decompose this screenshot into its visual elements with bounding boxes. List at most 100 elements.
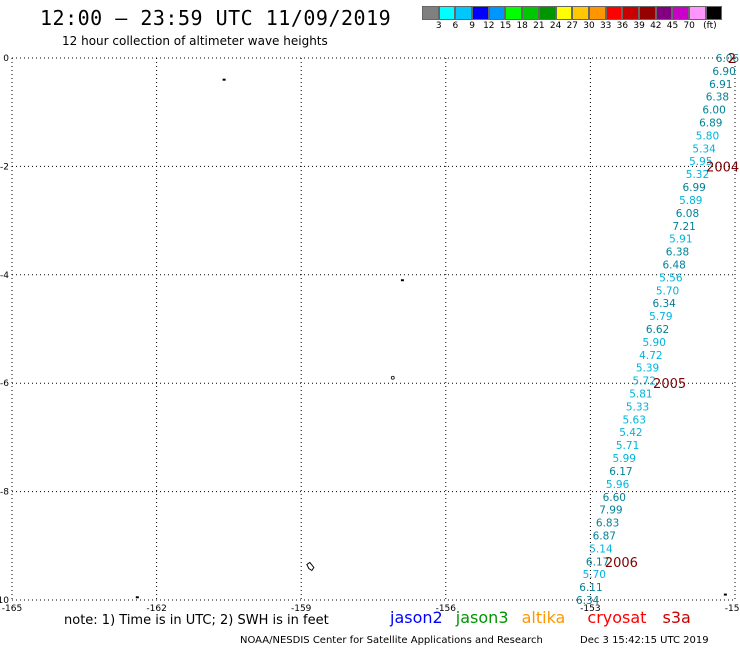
colorbar-label: (ft) (703, 21, 717, 31)
footer-timestamp: Dec 3 15:42:15 UTC 2019 (580, 635, 709, 646)
footer-note: note: 1) Time is in UTC; 2) SWH is in fe… (64, 613, 329, 628)
colorbar-label: 21 (533, 21, 545, 31)
island (723, 593, 727, 596)
island (306, 561, 315, 572)
colorbar-swatch (422, 6, 439, 20)
wave-height-value: 6.89 (699, 118, 722, 130)
wave-height-value: 5.71 (616, 440, 639, 452)
y-tick-label: -2 (0, 162, 9, 172)
wave-height-value: 6.34 (576, 595, 600, 607)
x-tick-label: -156 (436, 604, 457, 614)
wave-height-value: 6.08 (676, 208, 699, 220)
wave-height-value: 5.72 (633, 376, 656, 388)
colorbar-label: 27 (566, 21, 579, 31)
page-subtitle: 12 hour collection of altimeter wave hei… (62, 34, 328, 48)
y-tick-label: -8 (0, 488, 9, 498)
y-tick-label: -6 (0, 379, 9, 389)
legend-item-s3a: s3a (662, 608, 691, 627)
colorbar-label: 39 (633, 21, 645, 31)
colorbar-labels: 3 6 9 12 15 18 21 24 27 30 33 36 39 42 45 70 (ft) (422, 21, 740, 35)
colorbar-label: 12 (483, 21, 495, 31)
time-label: 2005 (653, 377, 686, 392)
wave-height-value: 5.91 (669, 234, 692, 246)
y-tick-label: 0 (3, 54, 9, 64)
y-tick-label: -4 (0, 271, 9, 281)
wave-height-value: 6.91 (709, 79, 732, 91)
wave-height-value: 5.95 (689, 156, 712, 168)
wave-height-value: 6.11 (579, 582, 602, 594)
wave-height-value: 6.48 (662, 259, 685, 271)
wave-height-value: 6.90 (712, 66, 735, 78)
colorbar-label: 42 (650, 21, 662, 31)
wave-height-value: 6.83 (596, 518, 619, 530)
island (400, 279, 404, 282)
colorbar-swatch (655, 6, 673, 20)
island (390, 375, 395, 380)
y-tick-label: -10 (0, 596, 9, 606)
colorbar-swatch (705, 6, 723, 20)
colorbar-swatch (572, 6, 589, 20)
colorbar-label: 45 (666, 21, 679, 31)
colorbar-swatch (622, 6, 639, 20)
colorbar-swatch (672, 6, 689, 20)
colorbar-swatch (605, 6, 623, 20)
colorbar-swatch (555, 6, 573, 20)
wave-height-value: 6.87 (593, 530, 616, 542)
colorbar-label: 3 (435, 21, 442, 31)
colorbar-label: 36 (616, 21, 629, 31)
wave-height-value: 6.38 (666, 247, 689, 259)
colorbar-swatch (455, 6, 473, 20)
legend-item-jason2: jason2 (390, 608, 443, 627)
legend-item-cryosat: cryosat (587, 608, 647, 627)
wave-height-value: 6.62 (646, 324, 669, 336)
wave-height-value: 6.34 (652, 298, 676, 310)
time-label: 2006 (605, 556, 638, 571)
colorbar-swatch (538, 6, 556, 20)
legend-item-altika: altika (521, 608, 566, 627)
colorbar-label: 15 (499, 21, 512, 31)
wave-height-value: 5.14 (589, 543, 613, 555)
wave-height-value: 5.99 (613, 453, 636, 465)
colorbar-label: 18 (516, 21, 528, 31)
colorbar-swatch (488, 6, 506, 20)
colorbar-label: 30 (583, 21, 595, 31)
wave-height-value: 5.56 (659, 272, 683, 284)
x-tick-label: -150 (725, 604, 740, 614)
colorbar-label: 33 (599, 21, 612, 31)
colorbar-swatch (638, 6, 656, 20)
x-tick-label: -162 (146, 604, 166, 614)
time-label: 2004 (706, 160, 739, 175)
wave-height-value: 5.33 (626, 401, 649, 413)
wave-height-value: 5.70 (656, 285, 679, 297)
wave-height-value: 6.38 (706, 92, 729, 104)
colorbar-label: 6 (452, 21, 459, 31)
wave-height-value: 5.39 (636, 363, 659, 375)
wave-height-value: 6.17 (586, 556, 609, 568)
x-tick-label: -153 (580, 604, 600, 614)
wave-height-value: 5.34 (692, 143, 716, 155)
wave-height-value: 5.63 (623, 414, 646, 426)
colorbar-label: 70 (683, 21, 695, 31)
colorbar-swatch (522, 6, 539, 20)
wave-height-value: 5.90 (643, 337, 666, 349)
wave-height-value: 5.32 (686, 169, 709, 181)
wave-height-value: 4.72 (639, 350, 662, 362)
wave-height-value: 6.99 (682, 182, 705, 194)
wave-height-value: 7.21 (672, 221, 695, 233)
wave-height-value: 5.80 (696, 130, 719, 142)
island (135, 596, 139, 599)
colorbar (422, 6, 723, 20)
footer-credit: NOAA/NESDIS Center for Satellite Applica… (240, 635, 543, 646)
wave-height-value: 6.00 (702, 105, 725, 117)
colorbar-label: 24 (549, 21, 562, 31)
wave-height-value: 5.96 (606, 479, 630, 491)
wave-height-value: 5.81 (629, 389, 652, 401)
wave-height-value: 6.17 (609, 466, 632, 478)
colorbar-swatch (472, 6, 489, 20)
wave-height-value: 5.79 (649, 311, 672, 323)
colorbar-swatch (588, 6, 606, 20)
wave-height-value: 6.60 (603, 492, 626, 504)
x-tick-label: -159 (291, 604, 312, 614)
colorbar-swatch (689, 6, 706, 20)
